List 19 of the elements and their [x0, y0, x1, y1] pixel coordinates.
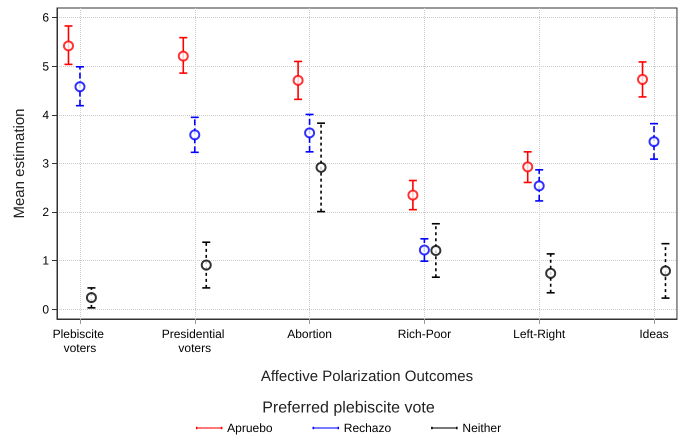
- x-tick-label: Abortion: [287, 327, 332, 341]
- legend-label: Neither: [462, 421, 502, 435]
- legend-label: Apruebo: [227, 421, 273, 435]
- x-tick-label: Left-Right: [513, 327, 566, 341]
- x-axis-title: Affective Polarization Outcomes: [260, 368, 474, 385]
- x-tick-label: Ideas: [639, 327, 669, 341]
- y-tick-label: 2: [42, 205, 50, 220]
- x-tick-label: Plebiscite voters: [52, 327, 108, 355]
- y-tick-label: 1: [42, 254, 50, 268]
- x-tick-label: Presidential voters: [162, 327, 228, 355]
- x-tick-label: Rich-Poor: [398, 327, 452, 341]
- y-tick-label: 3: [42, 156, 50, 170]
- legend-label: Rechazo: [344, 421, 392, 435]
- legend-title: Preferred plebiscite vote: [262, 400, 435, 416]
- y-tick-label: 4: [42, 108, 50, 122]
- y-tick-label: 0: [42, 302, 50, 316]
- y-tick-label: 6: [42, 10, 50, 25]
- y-tick-label: 5: [42, 59, 50, 74]
- y-axis-title: Mean estimation: [11, 108, 28, 219]
